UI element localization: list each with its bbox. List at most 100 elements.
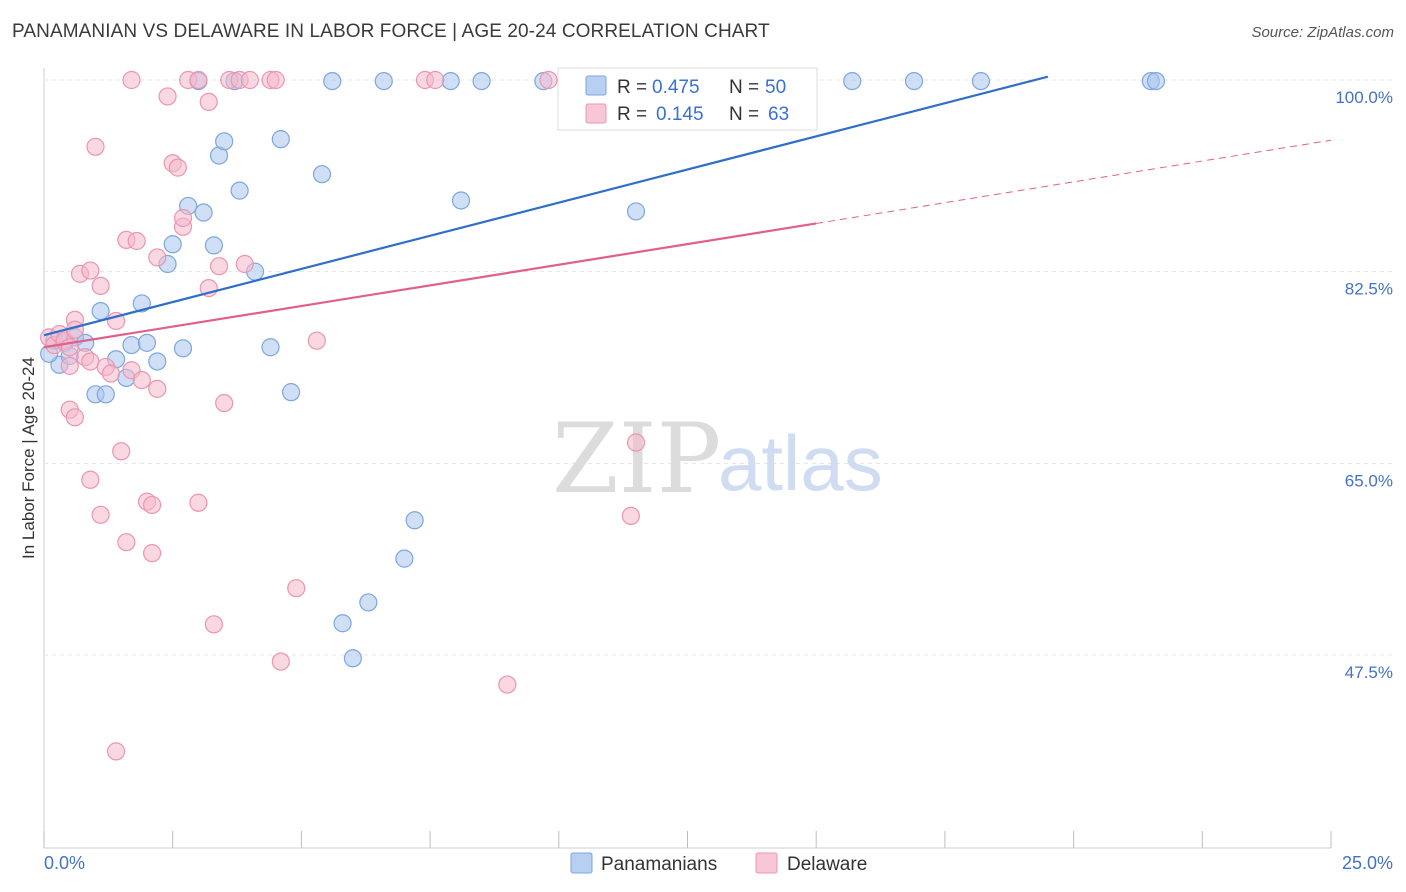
panamanians-point xyxy=(96,385,115,404)
panamanians-point xyxy=(215,132,234,151)
series-legend: Panamanians Delaware xyxy=(570,852,867,875)
chart-title: PANAMANIAN VS DELAWARE IN LABOR FORCE | … xyxy=(12,21,770,42)
delaware-point xyxy=(240,70,260,90)
delaware-trend-extension xyxy=(816,139,1332,224)
panamanians-point xyxy=(374,71,393,91)
delaware-point xyxy=(189,493,208,512)
legend-r-value-1: 0.475 xyxy=(652,77,700,98)
bottom-legend-swatch-delaware xyxy=(755,852,778,874)
delaware-point xyxy=(81,352,100,371)
legend-r-label-2: R = xyxy=(617,104,647,125)
delaware-point xyxy=(235,254,254,274)
bottom-legend-swatch-panamanians xyxy=(570,852,593,874)
panamanians-point xyxy=(312,165,332,184)
delaware-point xyxy=(132,370,151,390)
delaware-point xyxy=(189,70,208,90)
delaware-trend-line xyxy=(43,222,817,349)
delaware-point xyxy=(127,231,146,251)
panamanians-point xyxy=(395,549,414,568)
delaware-point xyxy=(266,70,285,90)
panamanians-point xyxy=(173,339,193,358)
delaware-point xyxy=(60,356,79,375)
delaware-point xyxy=(86,137,105,156)
delaware-point xyxy=(287,579,306,598)
panamanians-point xyxy=(261,338,280,357)
panamanians-point xyxy=(843,71,862,91)
panamanians-point xyxy=(1146,71,1166,91)
legend-n-label-2: N = xyxy=(729,104,759,125)
panamanians-point xyxy=(971,71,991,91)
panamanians-point xyxy=(626,202,646,221)
panamanians-point xyxy=(91,301,110,321)
panamanians-point xyxy=(132,294,151,313)
y-tick-label: 100.0% xyxy=(1335,88,1393,107)
delaware-point xyxy=(539,70,558,90)
delaware-point xyxy=(65,408,84,427)
y-tick-label: 47.5% xyxy=(1345,663,1393,682)
legend-n-value-1: 50 xyxy=(765,77,786,98)
panamanians-point xyxy=(333,614,352,633)
y-tick-label: 82.5% xyxy=(1345,280,1393,299)
panamanians-point xyxy=(282,383,301,402)
legend-swatch-delaware xyxy=(585,103,607,124)
legend-r-value-2: 0.145 xyxy=(656,104,704,125)
legend-r-label-1: R = xyxy=(617,77,647,98)
delaware-point xyxy=(199,92,218,112)
panamanians-point xyxy=(359,593,378,612)
panamanians-point xyxy=(472,71,491,91)
watermark-atlas: atlas xyxy=(718,419,883,507)
delaware-point xyxy=(168,158,187,177)
panamanians-point xyxy=(163,235,182,254)
bottom-legend-label-delaware: Delaware xyxy=(787,854,867,875)
delaware-point xyxy=(101,364,121,383)
y-tick-label: 65.0% xyxy=(1345,471,1393,490)
panamanians-point xyxy=(451,191,471,210)
panamanians-point xyxy=(323,71,342,91)
panamanians-point xyxy=(204,236,223,255)
delaware-point xyxy=(498,675,517,694)
stats-legend: R = 0.475 N = 50 R = 0.145 N = 63 xyxy=(557,67,818,131)
delaware-point xyxy=(426,70,445,90)
panamanians-point xyxy=(137,333,157,352)
bottom-legend-label-panamanians: Panamanians xyxy=(601,854,717,875)
source-label: Source: ZipAtlas.com xyxy=(1251,24,1394,41)
panamanians-trend-line xyxy=(43,75,1049,337)
panamanians-point xyxy=(194,203,213,222)
legend-swatch-panamanians xyxy=(585,75,607,96)
delaware-point xyxy=(173,208,193,228)
panamanians-point xyxy=(271,130,290,149)
x-tick-label-max: 25.0% xyxy=(1342,853,1393,873)
delaware-point xyxy=(81,470,100,489)
delaware-point xyxy=(91,505,110,524)
panamanians-point xyxy=(441,71,460,91)
panamanians-point xyxy=(904,71,924,91)
delaware-point xyxy=(122,70,141,90)
delaware-point xyxy=(307,331,326,350)
delaware-point xyxy=(626,433,646,452)
delaware-point xyxy=(81,261,100,280)
delaware-point xyxy=(204,615,223,634)
panamanians-point xyxy=(405,511,424,530)
delaware-point xyxy=(143,495,162,515)
panamanians-point xyxy=(148,352,167,371)
delaware-point xyxy=(215,393,234,413)
legend-n-value-2: 63 xyxy=(768,104,789,125)
watermark-zip: ZIP xyxy=(552,403,721,515)
legend-n-label-1: N = xyxy=(729,77,759,98)
delaware-point xyxy=(112,442,131,461)
delaware-point xyxy=(271,652,290,671)
delaware-point xyxy=(143,544,162,563)
delaware-point xyxy=(209,257,229,276)
panamanians-point xyxy=(122,335,141,355)
panamanians-point xyxy=(230,181,249,200)
panamanians-point xyxy=(343,649,362,668)
delaware-point xyxy=(106,742,126,761)
delaware-point xyxy=(158,87,177,106)
delaware-point xyxy=(621,506,640,526)
y-axis-label: In Labor Force | Age 20-24 xyxy=(19,357,38,559)
delaware-point xyxy=(91,276,110,296)
delaware-point xyxy=(148,379,167,398)
x-tick-label-min: 0.0% xyxy=(44,853,85,873)
delaware-point xyxy=(148,248,167,267)
